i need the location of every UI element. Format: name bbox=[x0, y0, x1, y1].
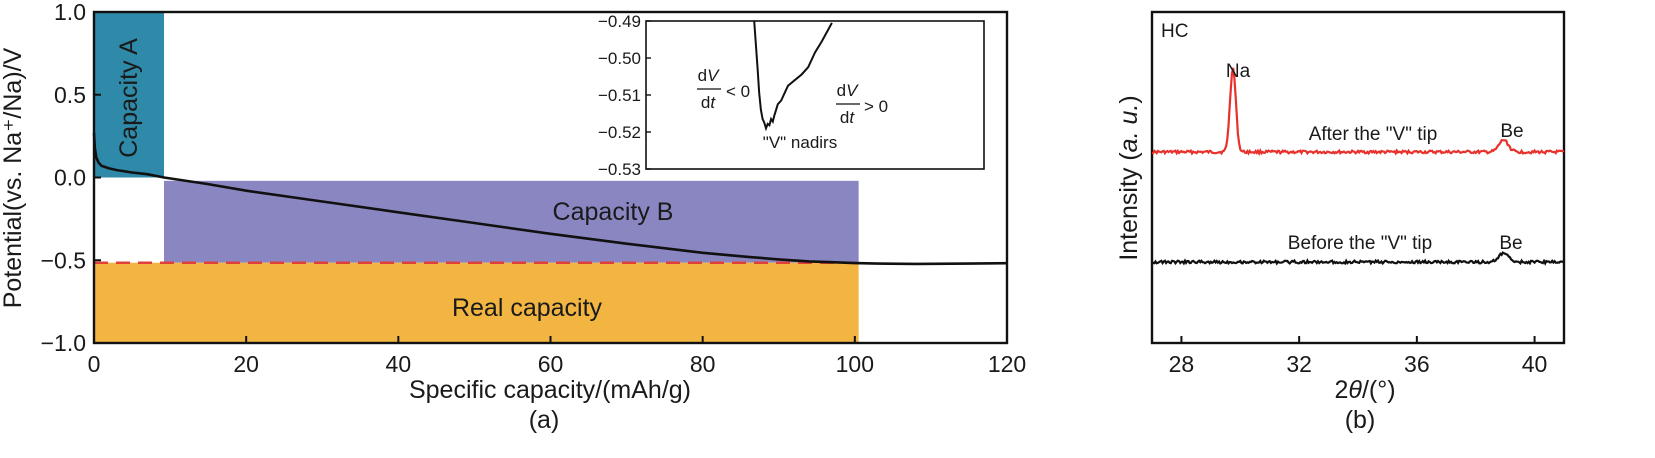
inset-right-fraction-denominator: dt bbox=[840, 108, 855, 127]
inset-left-relation: < 0 bbox=[726, 82, 750, 101]
inset-label-right: dV dt > 0 bbox=[836, 81, 888, 127]
x-tick-label: 40 bbox=[1522, 351, 1548, 377]
y-tick-label: 0.5 bbox=[54, 82, 86, 108]
inset-tick-label: −0.52 bbox=[598, 123, 641, 142]
y-axis-label-a: Potential(vs. Na⁺/Na)/V bbox=[0, 47, 27, 308]
inset-label-nadirs: "V" nadirs bbox=[763, 133, 837, 152]
x-tick-label: 60 bbox=[538, 351, 564, 377]
inset-left-fraction-denominator: dt bbox=[701, 93, 716, 112]
inset-y-axis: −0.49 −0.50 −0.51 −0.52 −0.53 bbox=[598, 12, 651, 179]
peak-label-be-after: Be bbox=[1500, 121, 1523, 142]
series-discharge-curve bbox=[92, 132, 1008, 266]
panel-label-a: (a) bbox=[529, 406, 560, 434]
inset-right-fraction-numerator: dV bbox=[837, 81, 859, 100]
panel-b-title: HC bbox=[1161, 21, 1188, 42]
panel-label-b: (b) bbox=[1345, 406, 1376, 434]
x-tick-label: 28 bbox=[1169, 351, 1195, 377]
inset-tick-label: −0.51 bbox=[598, 86, 641, 105]
x-tick-label: 20 bbox=[233, 351, 259, 377]
series-label-before: Before the "V" tip bbox=[1288, 233, 1432, 254]
x-tick-label: 100 bbox=[836, 351, 874, 377]
region-real-capacity bbox=[94, 262, 859, 343]
inset-tick-label: −0.50 bbox=[598, 49, 641, 68]
x-axis-label-a: Specific capacity/(mAh/g) bbox=[409, 376, 691, 404]
y-tick-label: 0.0 bbox=[54, 165, 86, 191]
region-label-real-capacity: Real capacity bbox=[452, 294, 603, 322]
peak-label-na: Na bbox=[1226, 61, 1251, 82]
inset-curve bbox=[753, 20, 833, 132]
peak-label-be-before: Be bbox=[1499, 233, 1522, 254]
x-axis-a: 0 20 40 60 80 100 120 bbox=[88, 336, 1026, 377]
y-axis-a: −1.0 −0.5 0.0 0.5 1.0 bbox=[41, 0, 101, 356]
inset-label-left: dV dt < 0 bbox=[697, 66, 750, 112]
x-tick-label: 36 bbox=[1404, 351, 1430, 377]
y-tick-label: 1.0 bbox=[54, 0, 86, 25]
x-axis-label-b: 2θ/(°) bbox=[1334, 376, 1395, 404]
inset-tick-label: −0.49 bbox=[598, 12, 641, 31]
x-axis-b: 28 32 36 40 bbox=[1169, 336, 1548, 377]
region-label-capacity-a: Capacity A bbox=[115, 38, 143, 158]
axes-frame-b bbox=[1150, 10, 1566, 345]
y-tick-label: −1.0 bbox=[41, 330, 86, 356]
series-before-v-tip bbox=[1151, 251, 1565, 266]
y-axis-label-b: Intensity (a. u.) bbox=[1115, 95, 1143, 260]
inset-left-fraction-numerator: dV bbox=[698, 66, 720, 85]
series-label-after: After the "V" tip bbox=[1309, 124, 1438, 145]
x-tick-label: 80 bbox=[690, 351, 716, 377]
inset-frame bbox=[645, 20, 985, 170]
inset-tick-label: −0.53 bbox=[598, 160, 641, 179]
region-capacity-a bbox=[94, 12, 164, 178]
x-tick-label: 40 bbox=[386, 351, 412, 377]
x-tick-label: 120 bbox=[988, 351, 1026, 377]
region-label-capacity-b: Capacity B bbox=[553, 198, 674, 226]
y-tick-label: −0.5 bbox=[41, 247, 86, 273]
x-tick-label: 32 bbox=[1286, 351, 1312, 377]
series-after-v-tip bbox=[1151, 67, 1565, 157]
inset-right-relation: > 0 bbox=[864, 97, 888, 116]
inset: −0.49 −0.50 −0.51 −0.52 −0.53 dV dt < 0 dV d… bbox=[598, 12, 985, 179]
x-tick-label: 0 bbox=[88, 351, 101, 377]
